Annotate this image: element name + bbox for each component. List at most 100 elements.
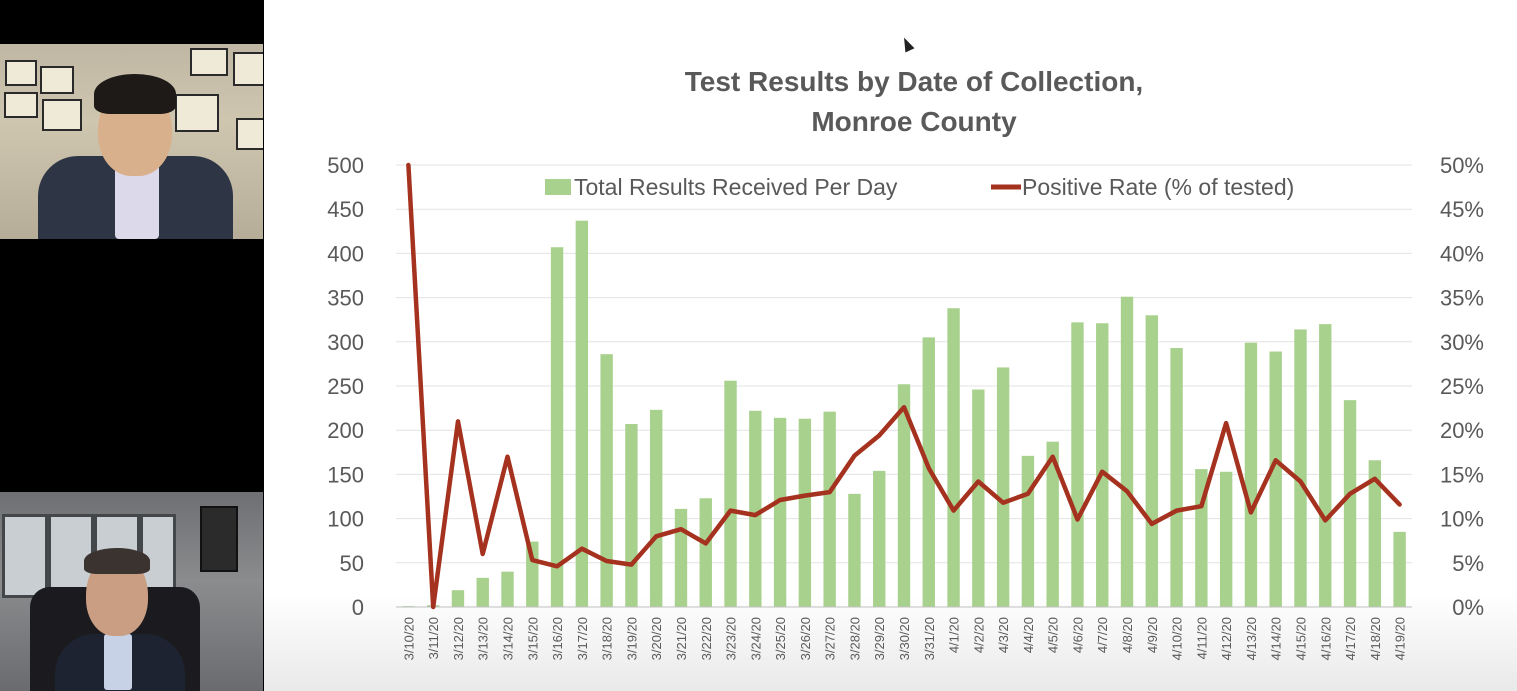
x-axis-tick-label: 4/19/20 bbox=[1393, 617, 1408, 660]
bar bbox=[1071, 322, 1084, 607]
left-axis-tick-label: 0 bbox=[352, 595, 364, 620]
right-axis-tick-label: 10% bbox=[1440, 507, 1484, 532]
bar bbox=[749, 410, 762, 607]
bar bbox=[1096, 323, 1109, 607]
right-axis-tick-label: 15% bbox=[1440, 462, 1484, 487]
bar bbox=[476, 577, 489, 607]
x-axis-tick-label: 3/30/20 bbox=[897, 617, 912, 660]
x-axis-tick-label: 3/26/20 bbox=[798, 617, 813, 660]
right-axis-tick-label: 0% bbox=[1452, 595, 1484, 620]
bar bbox=[996, 367, 1010, 607]
bar bbox=[1294, 329, 1307, 607]
x-axis-tick-label: 4/11/20 bbox=[1194, 617, 1209, 659]
x-axis-tick-label: 4/17/20 bbox=[1343, 617, 1358, 660]
bar bbox=[1145, 315, 1158, 607]
x-axis-tick-label: 3/16/20 bbox=[550, 617, 565, 660]
bar bbox=[674, 508, 688, 607]
left-axis-tick-label: 400 bbox=[327, 241, 364, 266]
left-axis-tick-label: 300 bbox=[327, 330, 364, 355]
x-axis-tick-label: 3/25/20 bbox=[773, 617, 788, 660]
x-axis-tick-label: 3/23/20 bbox=[724, 617, 739, 660]
wall-frame bbox=[233, 52, 263, 86]
participant-video-top[interactable] bbox=[0, 44, 263, 239]
right-axis-tick-label: 35% bbox=[1440, 286, 1484, 311]
left-axis-tick-label: 350 bbox=[327, 286, 364, 311]
x-axis-tick-label: 4/3/20 bbox=[996, 617, 1011, 653]
x-axis-tick-label: 3/28/20 bbox=[847, 617, 862, 660]
x-axis-tick-label: 4/1/20 bbox=[947, 617, 962, 653]
x-axis-tick-label: 3/12/20 bbox=[451, 617, 466, 660]
bar bbox=[451, 590, 465, 607]
left-axis-tick-label: 150 bbox=[327, 462, 364, 487]
bar bbox=[897, 384, 911, 607]
right-axis-tick-label: 50% bbox=[1440, 153, 1484, 178]
x-axis-tick-label: 4/6/20 bbox=[1070, 617, 1085, 653]
x-axis-tick-label: 4/14/20 bbox=[1269, 617, 1284, 660]
bar bbox=[1368, 460, 1382, 607]
x-axis-tick-label: 3/21/20 bbox=[674, 617, 689, 660]
bar bbox=[699, 498, 712, 607]
x-axis-tick-label: 4/9/20 bbox=[1145, 617, 1160, 653]
participant-shirt bbox=[104, 634, 132, 690]
left-axis-tick-label: 250 bbox=[327, 374, 364, 399]
bar bbox=[1120, 296, 1134, 607]
x-axis-tick-label: 3/17/20 bbox=[575, 617, 590, 660]
x-axis-tick-label: 3/22/20 bbox=[699, 617, 714, 660]
series-line-positive-rate bbox=[406, 162, 1402, 610]
x-axis-tick-label: 4/7/20 bbox=[1095, 617, 1110, 653]
right-axis-tick-label: 30% bbox=[1440, 330, 1484, 355]
legend-label-bars: Total Results Received Per Day bbox=[574, 174, 898, 200]
bar bbox=[798, 418, 812, 607]
x-axis-tick-label: 4/12/20 bbox=[1219, 617, 1234, 660]
bar bbox=[1219, 471, 1233, 607]
x-axis-tick-label: 4/18/20 bbox=[1368, 617, 1383, 660]
wall-frame bbox=[175, 94, 219, 132]
x-axis-tick-label: 4/16/20 bbox=[1318, 617, 1333, 660]
x-axis-tick-label: 4/2/20 bbox=[971, 617, 986, 653]
wall-frame bbox=[190, 48, 228, 76]
bar bbox=[823, 411, 836, 607]
bar bbox=[1170, 347, 1183, 607]
left-axis-tick-label: 450 bbox=[327, 197, 364, 222]
wall-frame bbox=[200, 506, 238, 572]
x-axis-tick-label: 3/10/20 bbox=[401, 617, 416, 660]
right-axis-tick-label: 5% bbox=[1452, 551, 1484, 576]
left-axis-tick-label: 500 bbox=[327, 153, 364, 178]
bar bbox=[1319, 324, 1332, 607]
bar bbox=[575, 220, 589, 607]
chart-title: Test Results by Date of Collection, Monr… bbox=[664, 62, 1164, 142]
bar bbox=[1021, 455, 1035, 607]
chart-title-line2: Monroe County bbox=[811, 106, 1017, 137]
bar bbox=[972, 389, 985, 607]
participant-hair bbox=[84, 548, 150, 574]
bar bbox=[550, 247, 564, 607]
bar bbox=[1343, 400, 1357, 607]
bar bbox=[773, 417, 787, 607]
right-axis-tick-label: 40% bbox=[1440, 241, 1484, 266]
x-axis-tick-label: 4/15/20 bbox=[1293, 617, 1308, 660]
participant-video-bottom[interactable] bbox=[0, 492, 263, 691]
bar bbox=[1046, 441, 1059, 607]
wall-frame bbox=[5, 60, 37, 86]
bar bbox=[1269, 351, 1282, 607]
wall-frame bbox=[40, 66, 74, 94]
x-axis-tick-label: 4/4/20 bbox=[1021, 617, 1036, 653]
x-axis-tick-label: 3/11/20 bbox=[426, 617, 441, 659]
bar bbox=[1244, 342, 1258, 607]
legend-swatch-bars bbox=[545, 179, 571, 195]
participant-hair bbox=[94, 74, 176, 114]
bar bbox=[724, 380, 737, 607]
bar bbox=[873, 470, 886, 607]
right-axis-tick-label: 45% bbox=[1440, 197, 1484, 222]
x-axis-tick-label: 4/10/20 bbox=[1170, 617, 1185, 660]
left-axis-tick-label: 50 bbox=[340, 551, 364, 576]
bar bbox=[848, 493, 861, 607]
legend-label-line: Positive Rate (% of tested) bbox=[1022, 174, 1294, 200]
right-axis-tick-label: 25% bbox=[1440, 374, 1484, 399]
right-axis-tick-label: 20% bbox=[1440, 418, 1484, 443]
x-axis-tick-label: 3/24/20 bbox=[748, 617, 763, 660]
shared-slide: Test Results by Date of Collection, Monr… bbox=[264, 0, 1517, 691]
wall-frame bbox=[4, 92, 38, 118]
left-axis-tick-label: 100 bbox=[327, 507, 364, 532]
x-axis-tick-label: 3/15/20 bbox=[525, 617, 540, 660]
